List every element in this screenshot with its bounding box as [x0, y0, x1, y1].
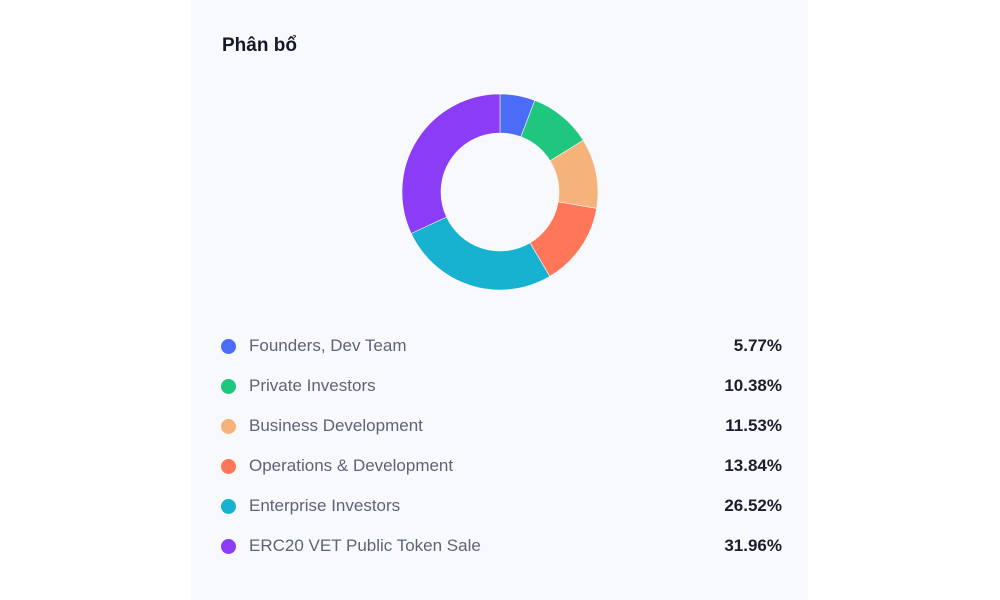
legend-value: 31.96%	[724, 536, 782, 555]
legend-label: Business Development	[249, 416, 423, 435]
donut-segment	[410, 216, 551, 290]
legend-value: 26.52%	[724, 496, 782, 515]
legend-dot-icon	[221, 418, 236, 434]
legend-value: 11.53%	[725, 416, 782, 435]
legend-label: Operations & Development	[249, 456, 454, 475]
legend-dot-icon	[221, 458, 236, 474]
legend-item: Business Development 11.53%	[220, 406, 782, 446]
legend-item: Private Investors 10.38%	[220, 366, 782, 406]
donut-segment	[402, 94, 501, 234]
panel-title: Phân bổ	[222, 35, 297, 56]
legend-dot-icon	[221, 378, 236, 394]
legend-dot-icon	[221, 338, 236, 354]
legend-label: Founders, Dev Team	[249, 336, 407, 355]
legend-item: Founders, Dev Team 5.77%	[220, 326, 782, 366]
chart-legend: Founders, Dev Team 5.77% Private Investo…	[220, 326, 782, 566]
legend-label: Private Investors	[249, 376, 376, 395]
legend-item: Operations & Development 13.84%	[220, 446, 782, 486]
legend-label: ERC20 VET Public Token Sale	[249, 536, 481, 555]
legend-label: Enterprise Investors	[249, 496, 401, 515]
legend-item: ERC20 VET Public Token Sale 31.96%	[220, 526, 782, 566]
legend-value: 5.77%	[733, 336, 782, 355]
legend-dot-icon	[221, 498, 236, 514]
legend-item: Enterprise Investors 26.52%	[220, 486, 782, 526]
donut-chart	[402, 94, 598, 290]
legend-value: 13.84%	[724, 456, 782, 475]
legend-value: 10.38%	[724, 376, 782, 395]
legend-dot-icon	[221, 538, 236, 554]
allocation-panel: Phân bổ Founders, Dev Team 5.77% Private…	[191, 0, 808, 600]
